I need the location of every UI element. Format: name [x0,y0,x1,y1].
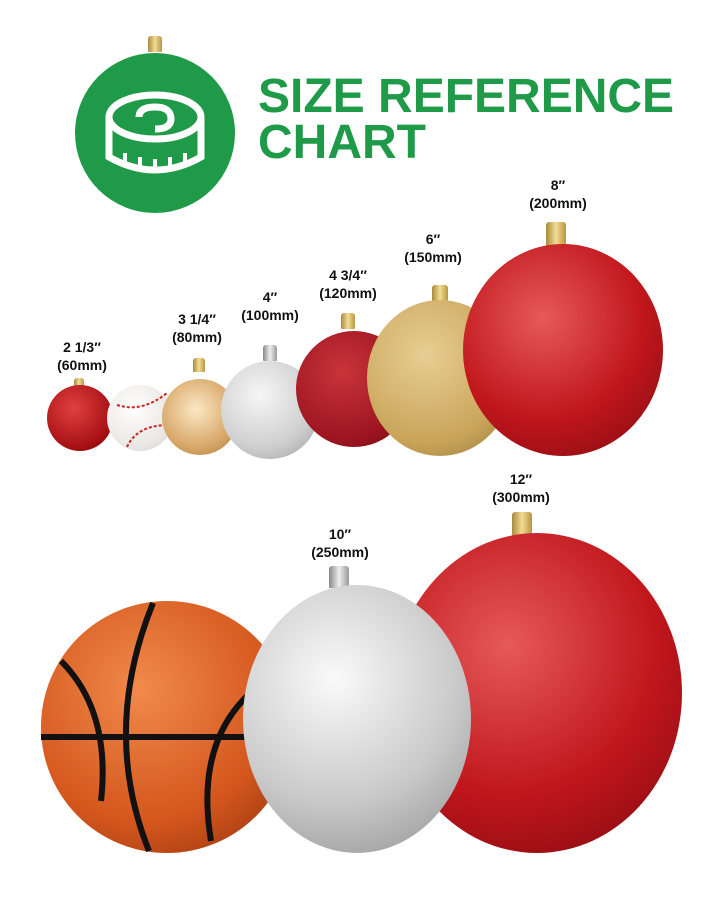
logo-ornament [75,53,235,213]
ornament-cap [546,222,566,246]
ornament-60mm-red-glitter [47,385,113,451]
size-label: 12″ (300mm) [492,471,550,505]
size-label: 4″ (100mm) [241,289,299,323]
size-label: 4 3/4″ (120mm) [319,267,377,301]
ornament-200mm-red-shiny [463,244,663,456]
ornament-cap [74,378,84,388]
ornament-cap [329,566,349,588]
ornament-250mm-silver-shiny [243,585,471,853]
tape-measure-icon [105,91,205,174]
ornament-cap [263,345,277,361]
size-label: 8″ (200mm) [529,177,587,211]
ornament-cap [512,512,532,536]
logo-cap [148,36,162,52]
size-label: 2 1/3″ (60mm) [57,339,107,373]
ornament-cap [341,313,355,329]
page-title: SIZE REFERENCE CHART [258,70,675,169]
size-label: 3 1/4″ (80mm) [172,311,222,345]
size-label: 6″ (150mm) [404,231,462,265]
ornament-cap [193,358,205,372]
size-label: 10″ (250mm) [311,526,369,560]
